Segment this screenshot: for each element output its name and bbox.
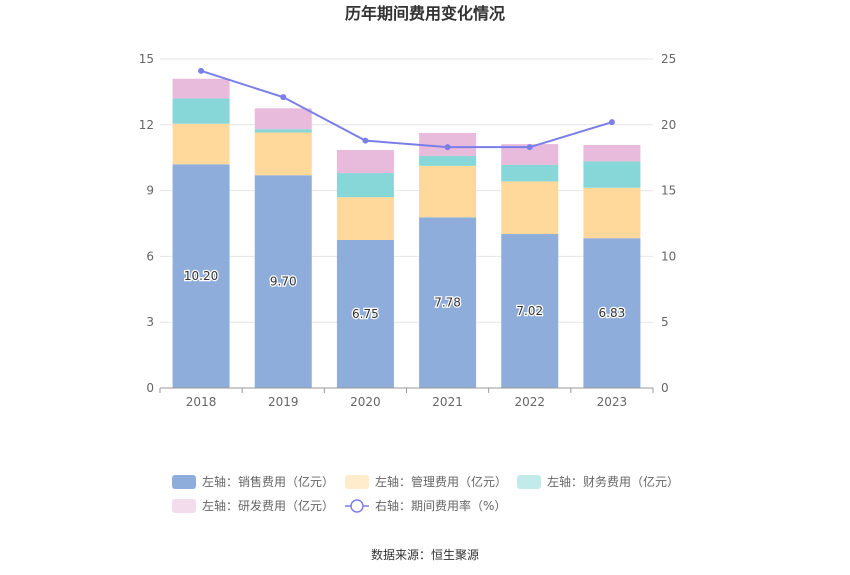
legend-label: 右轴：期间费用率（%） [375,498,506,513]
bar-segment-1[interactable] [419,217,477,388]
right-axis-tick-label: 0 [661,381,669,395]
bar-group[interactable] [172,78,641,388]
legend-item[interactable]: 左轴：财务费用（亿元） [517,474,679,489]
bar-segment-4[interactable] [583,144,641,162]
bar-segment-2[interactable] [254,132,312,176]
legend-swatch [345,475,369,489]
legend-swatch [517,475,541,489]
legend-label: 左轴：研发费用（亿元） [202,498,334,513]
rate-point[interactable] [526,144,533,151]
rate-point[interactable] [198,67,205,74]
bar-data-label: 10.20 [184,269,218,283]
legend-label: 左轴：管理费用（亿元） [375,474,507,489]
bar-segment-2[interactable] [501,181,559,235]
bar-data-label: 7.78 [434,296,461,310]
right-axis-tick-label: 5 [661,315,669,329]
bar-segment-1[interactable] [254,175,312,388]
rate-point[interactable] [280,94,287,101]
x-axis-tick-label: 2020 [350,395,381,409]
right-axis-tick-label: 20 [661,118,676,132]
chart-title: 历年期间费用变化情况 [345,4,505,23]
axes: 0 3 6 9 12 15 0 5 10 15 20 25 2018 2019 2020 2021 2022 20… [139,52,677,409]
bar-segment-1[interactable] [172,164,230,388]
legend-swatch [172,475,196,489]
source-note: 数据来源：恒生聚源 [371,547,479,562]
bar-segment-3[interactable] [254,129,312,133]
legend-item[interactable]: 左轴：研发费用（亿元） [172,498,334,513]
bar-segment-3[interactable] [419,155,477,166]
bar-segment-3[interactable] [583,161,641,188]
left-axis-tick-label: 9 [146,184,154,198]
bar-segment-1[interactable] [583,238,641,388]
bar-segment-2[interactable] [336,197,394,240]
left-axis-tick-label: 15 [139,52,154,66]
bar-segment-2[interactable] [583,187,641,239]
bar-segment-3[interactable] [336,173,394,198]
right-axis-tick-label: 15 [661,184,676,198]
bar-segment-4[interactable] [336,150,394,174]
rate-point[interactable] [608,119,615,126]
bar-segment-4[interactable] [172,78,230,99]
bar-segment-4[interactable] [501,144,559,165]
legend-marker [350,499,364,513]
rate-line[interactable] [200,69,613,149]
legend-item[interactable]: 左轴：管理费用（亿元） [345,474,507,489]
bar-data-label: 6.75 [352,307,379,321]
bar-segment-1[interactable] [336,239,394,388]
line-group[interactable] [198,67,615,151]
legend-label: 左轴：财务费用（亿元） [547,474,679,489]
rate-point[interactable] [362,137,369,144]
right-axis-tick-label: 10 [661,249,676,263]
data-labels: 10.20 9.70 6.75 7.78 7.02 6.83 [183,268,627,322]
x-axis-tick-label: 2021 [432,395,463,409]
bar-segment-3[interactable] [172,98,230,124]
left-axis-tick-label: 12 [139,118,154,132]
x-axis-tick-label: 2018 [186,395,217,409]
bar-data-label: 9.70 [270,275,297,289]
x-axis-tick-label: 2019 [268,395,299,409]
bar-segment-1[interactable] [501,234,559,388]
rate-point[interactable] [444,144,451,151]
bar-data-label: 6.83 [599,306,626,320]
legend[interactable]: 左轴：销售费用（亿元） 左轴：管理费用（亿元） 左轴：财务费用（亿元） 左轴：研发费用… [172,474,679,513]
bar-data-label: 7.02 [516,304,543,318]
legend-item[interactable]: 左轴：销售费用（亿元） [172,474,334,489]
legend-item[interactable]: 右轴：期间费用率（%） [345,498,506,513]
bar-segment-3[interactable] [501,164,559,182]
bar-segment-2[interactable] [172,123,230,165]
bar-segment-2[interactable] [419,165,477,218]
right-axis-tick-label: 25 [661,52,676,66]
legend-label: 左轴：销售费用（亿元） [202,474,334,489]
left-axis-tick-label: 3 [146,315,154,329]
x-axis-tick-label: 2022 [514,395,545,409]
left-axis-tick-label: 6 [146,249,154,263]
bar-segment-4[interactable] [254,108,312,130]
x-axis-tick-label: 2023 [597,395,628,409]
left-axis-tick-label: 0 [146,381,154,395]
legend-swatch [172,499,196,513]
grid-lines [160,58,653,323]
